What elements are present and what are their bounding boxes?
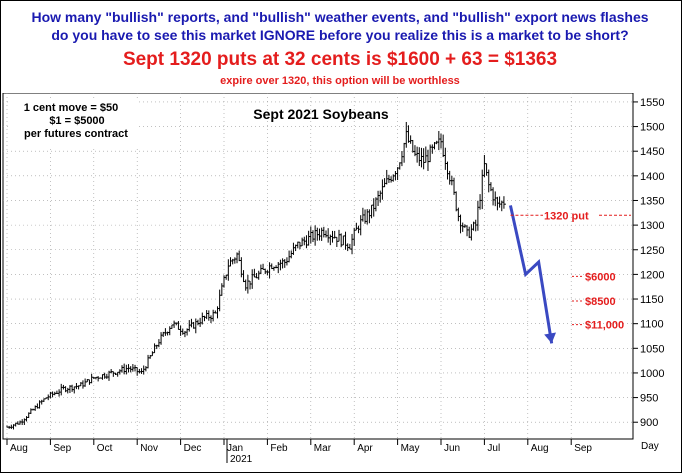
strike-label: 1320 put (544, 210, 589, 222)
y-tick-label: 1250 (640, 245, 664, 257)
level-label: $8500 (585, 296, 616, 308)
level-label: $11,000 (585, 320, 624, 332)
projection-line (508, 205, 554, 344)
note-line-1: 1 cent move = $50 (24, 102, 118, 114)
x-axis: Aug Sep Oct Nov Dec Jan Feb Mar Apr May Jun Jul Aug S… (6, 439, 592, 463)
headline: Sept 1320 puts at 32 cents is $1600 + 63… (122, 49, 558, 70)
month-label: Mar (314, 443, 332, 454)
month-label: Nov (140, 443, 158, 454)
month-label: Jun (444, 443, 460, 454)
y-tick-label: 1100 (640, 319, 664, 331)
month-label: Aug (531, 443, 549, 454)
x-axis-end-label: Day (641, 441, 659, 452)
price-bars (6, 121, 506, 430)
note-box (11, 99, 139, 147)
y-tick-label: 1200 (640, 269, 664, 281)
level-label: $6000 (585, 271, 616, 283)
annotations: 1320 put $6000 $8500 $11,000 (508, 205, 631, 344)
y-tick-label: 1150 (640, 294, 664, 306)
month-label: Oct (97, 443, 113, 454)
y-tick-label: 1300 (640, 220, 664, 232)
note-line-2: $1 = $5000 (49, 115, 104, 127)
month-label: Jul (487, 443, 500, 454)
header-panel: How many "bullish" reports, and "bullish… (5, 5, 675, 89)
month-label: Sep (574, 443, 592, 454)
projection-arrowhead (544, 332, 557, 344)
price-chart: 900 950 1000 1050 1100 1150 1200 1250 1300 1350 14… (2, 93, 664, 465)
question-line-2: do you have to see this market IGNORE be… (51, 27, 629, 43)
month-label: Sep (53, 443, 71, 454)
month-label: May (401, 443, 420, 454)
month-label: Feb (270, 443, 288, 454)
note-line-3: per futures contract (24, 128, 128, 140)
chart-title: Sept 2021 Soybeans (253, 106, 389, 122)
y-tick-label: 900 (640, 417, 658, 429)
month-label: Dec (184, 443, 202, 454)
month-label: Aug (10, 443, 28, 454)
y-tick-label: 1500 (640, 122, 664, 134)
y-tick-label: 1050 (640, 343, 664, 355)
month-label: Jan (227, 443, 243, 454)
y-axis: 900 950 1000 1050 1100 1150 1200 1250 1300 1350 14… (633, 97, 664, 429)
subline: expire over 1320, this option will be wo… (220, 75, 460, 87)
y-tick-label: 1000 (640, 368, 664, 380)
y-tick-label: 950 (640, 393, 658, 405)
y-tick-label: 1400 (640, 171, 664, 183)
y-tick-label: 1550 (640, 97, 664, 109)
year-label: 2021 (230, 454, 253, 465)
y-tick-label: 1350 (640, 195, 664, 207)
question-line-1: How many "bullish" reports, and "bullish… (31, 9, 649, 25)
month-label: Apr (357, 443, 373, 454)
y-tick-label: 1450 (640, 146, 664, 158)
